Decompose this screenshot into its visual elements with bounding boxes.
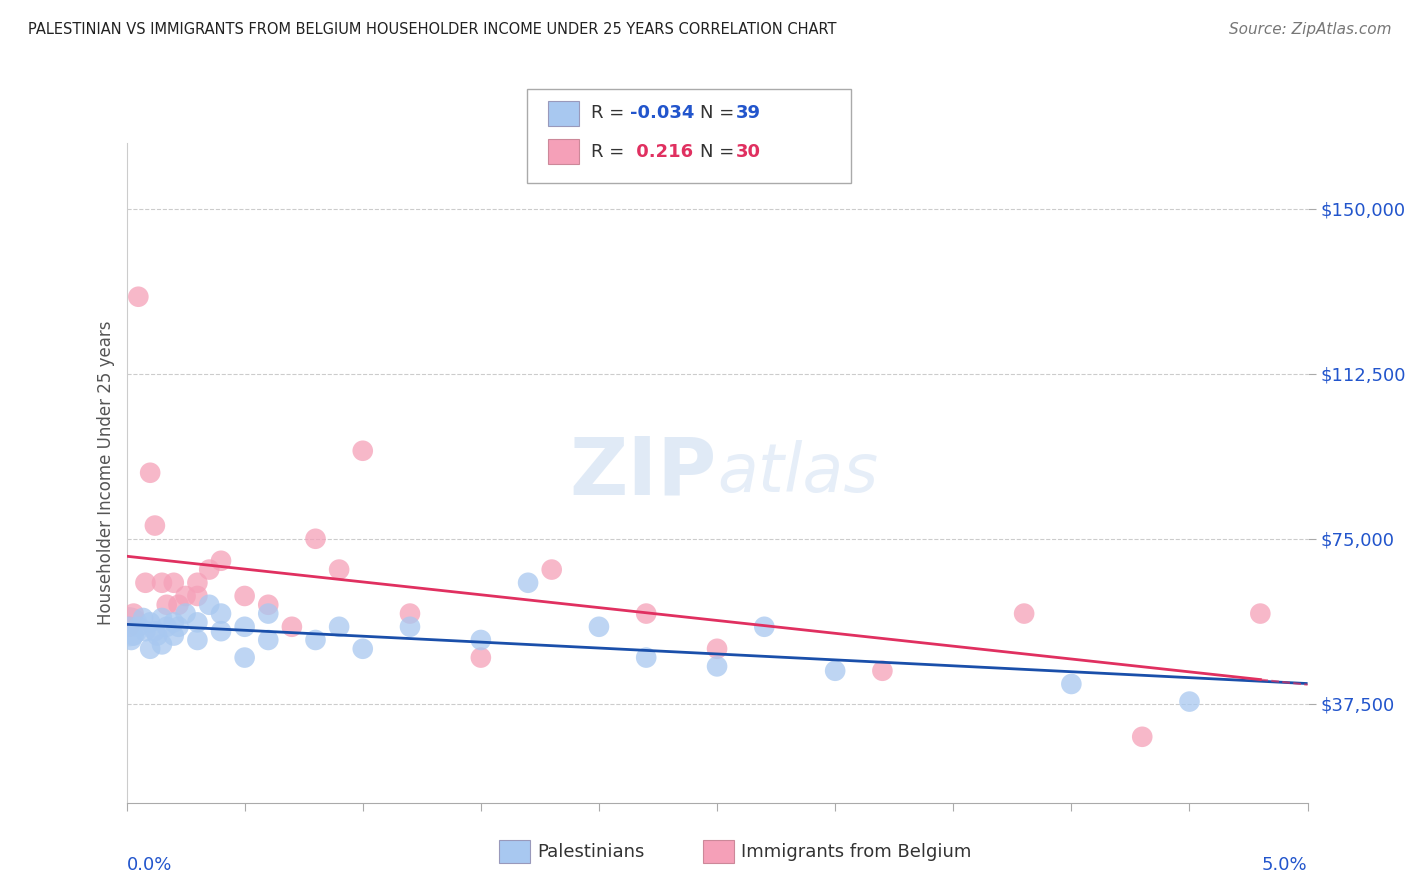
Text: 5.0%: 5.0% [1263,855,1308,873]
Point [352,443,374,458]
Point [163,575,186,590]
Text: ZIP: ZIP [569,434,717,512]
Text: Immigrants from Belgium: Immigrants from Belgium [741,843,972,861]
Point [588,620,610,634]
Point [174,589,197,603]
Point [517,575,540,590]
Point [186,589,208,603]
Point [304,532,326,546]
Point [209,624,232,639]
Y-axis label: Householder Income Under 25 years: Householder Income Under 25 years [97,320,115,625]
Point [328,563,350,577]
Point [1178,695,1201,709]
Point [257,598,280,612]
Point [636,607,658,621]
Point [186,575,208,590]
Point [470,650,492,665]
Point [127,620,149,634]
Point [824,664,846,678]
Text: R =: R = [591,143,630,161]
Point [209,607,232,621]
Point [143,624,166,639]
Point [163,629,186,643]
Point [706,641,728,656]
Point [167,620,190,634]
Text: 30: 30 [735,143,761,161]
Point [233,650,256,665]
Text: N =: N = [700,104,740,122]
Text: R =: R = [591,104,630,122]
Point [198,598,221,612]
Text: 0.0%: 0.0% [127,855,172,873]
Point [233,589,256,603]
Point [352,641,374,656]
Point [134,575,156,590]
Point [209,554,232,568]
Point [139,615,162,630]
Point [233,620,256,634]
Point [167,598,190,612]
Point [118,620,141,634]
Text: Source: ZipAtlas.com: Source: ZipAtlas.com [1229,22,1392,37]
Point [186,632,208,647]
Text: atlas: atlas [717,440,879,506]
Point [143,518,166,533]
Point [1249,607,1271,621]
Point [174,607,197,621]
Point [139,466,162,480]
Point [127,290,149,304]
Point [150,611,173,625]
Point [156,598,179,612]
Point [150,575,173,590]
Point [132,611,155,625]
Point [156,620,179,634]
Point [1130,730,1153,744]
Point [150,637,173,651]
Point [754,620,776,634]
Text: Palestinians: Palestinians [537,843,644,861]
Point [186,615,208,630]
Text: 39: 39 [735,104,761,122]
Point [636,650,658,665]
Point [120,632,142,647]
Point [134,624,156,639]
Text: -0.034: -0.034 [630,104,695,122]
Point [163,615,186,630]
Point [118,620,141,634]
Point [1060,677,1083,691]
Point [872,664,894,678]
Point [399,620,422,634]
Point [281,620,304,634]
Point [122,629,145,643]
Point [1012,607,1035,621]
Point [399,607,422,621]
Text: PALESTINIAN VS IMMIGRANTS FROM BELGIUM HOUSEHOLDER INCOME UNDER 25 YEARS CORRELA: PALESTINIAN VS IMMIGRANTS FROM BELGIUM H… [28,22,837,37]
Point [146,629,169,643]
Point [257,607,280,621]
Point [706,659,728,673]
Text: 0.216: 0.216 [630,143,693,161]
Text: N =: N = [700,143,740,161]
Point [118,620,141,634]
Point [304,632,326,647]
Point [198,563,221,577]
Point [540,563,562,577]
Point [328,620,350,634]
Point [257,632,280,647]
Point [470,632,492,647]
Point [139,641,162,656]
Point [122,607,145,621]
